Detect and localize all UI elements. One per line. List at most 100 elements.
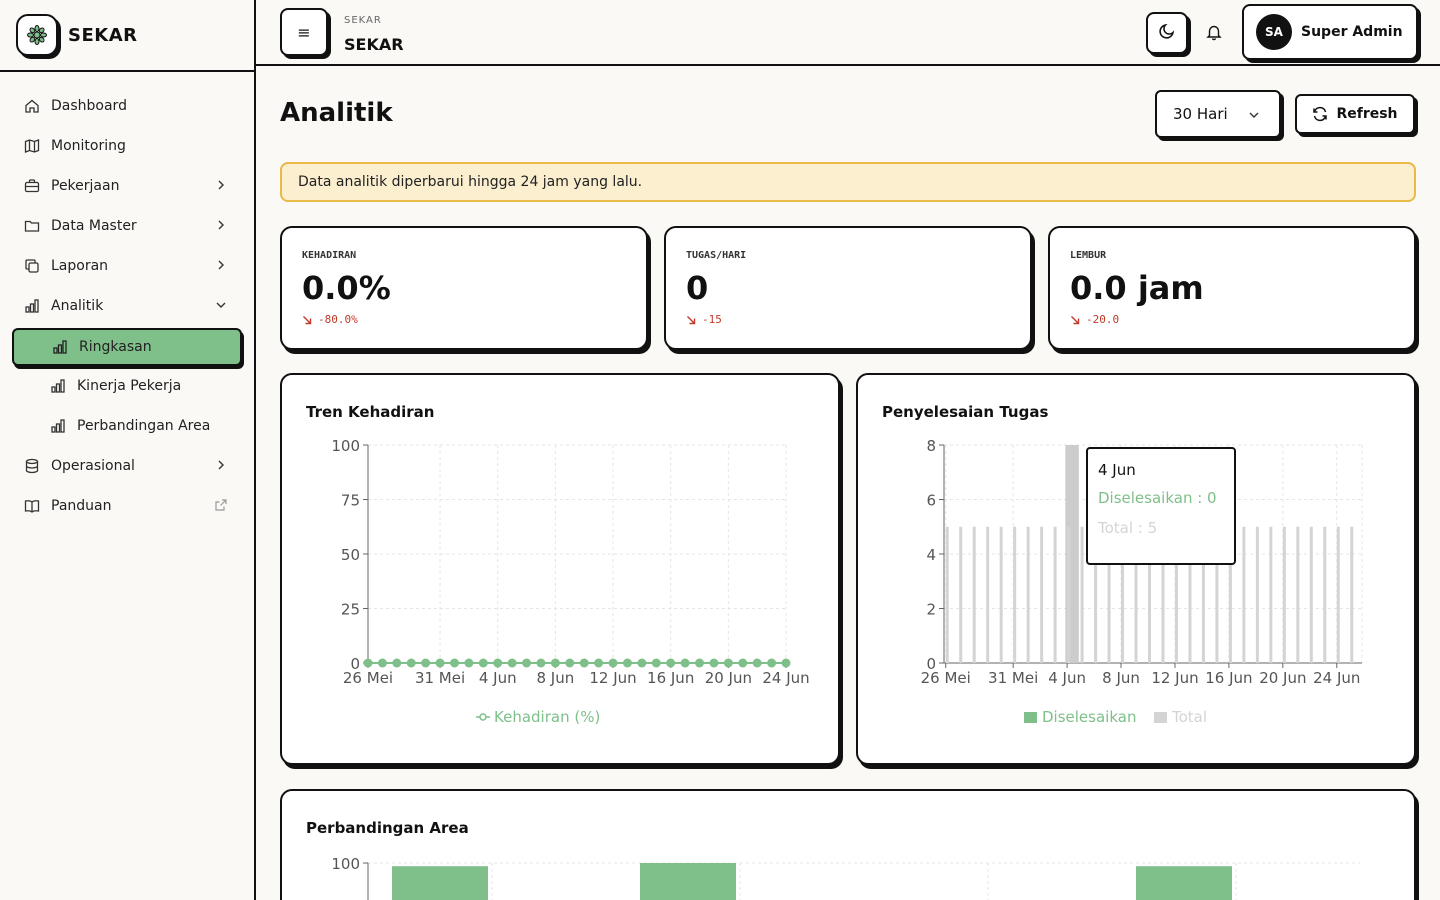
legend-label: Kehadiran (%) [494,708,600,726]
refresh-label: Refresh [1336,106,1398,122]
bar-total [1215,526,1219,663]
bar [1136,866,1232,900]
bar-total [999,526,1003,663]
brand-name: SEKAR [68,24,138,46]
arrow-down-right-icon [686,315,696,325]
data-point [695,658,705,668]
chart-tooltip: 4 Jun Diselesaikan : 0 Total : 5 [1086,447,1236,565]
sidebar-item-label: Dashboard [51,98,127,114]
line-chart: 0 25 50 75 100 26 Mei 31 Mei 4 Jun 8 Jun 12 Jun 16… [331,437,809,726]
chart-title: Penyelesaian Tugas [882,403,1049,421]
bell-icon [1205,23,1223,45]
home-icon [24,98,40,114]
date-range-select[interactable]: 30 Hari [1155,90,1281,138]
legend-marker [1154,712,1167,723]
briefcase-icon [24,178,40,194]
header-title: SEKAR [344,35,404,54]
sidebar-subitem-perbandingan-area[interactable]: Perbandingan Area [0,406,254,446]
x-tick-label: 8 Jun [537,669,575,687]
bar-total [1242,526,1246,663]
x-tick-label: 31 Mei [988,669,1038,687]
menu-toggle-button[interactable]: ≡ [280,8,328,56]
bar-total [1323,526,1327,663]
stat-value: 0.0% [302,269,391,307]
brand-logo-icon [16,14,58,56]
stat-card-lembur: LEMBUR 0.0 jam -20.0 [1048,226,1416,350]
sidebar-item-analitik[interactable]: Analitik [0,286,254,326]
bar-total [1188,526,1192,663]
bar-chart-icon [52,339,68,355]
legend-marker-dot [479,713,487,721]
data-point [536,658,546,668]
sidebar-item-operasional[interactable]: Operasional [0,446,254,486]
data-point [493,658,503,668]
data-point [435,658,445,668]
y-tick-label: 0 [350,655,360,673]
sidebar-item-data-master[interactable]: Data Master [0,206,254,246]
bar-total [1269,526,1273,663]
data-point [651,658,661,668]
x-tick-label: 12 Jun [1151,669,1198,687]
bar-total [1094,526,1098,663]
stat-delta: -80.0% [302,313,626,326]
bar-total [1296,526,1300,663]
bar-total [1228,526,1232,663]
chart-title: Perbandingan Area [306,819,469,837]
y-tick-label: 6 [926,492,936,510]
x-tick-label: 26 Mei [343,669,393,687]
stat-value: 0.0 jam [1070,269,1204,307]
bar-total [1134,526,1138,663]
user-menu-button[interactable]: SA Super Admin [1242,4,1418,60]
x-tick-label: 4 Jun [1048,669,1086,687]
data-point [752,658,762,668]
copy-icon [24,258,40,274]
bar-total [1282,526,1286,663]
brand[interactable]: SEKAR [0,0,254,72]
sidebar-item-pekerjaan[interactable]: Pekerjaan [0,166,254,206]
data-point [666,658,676,668]
chevron-right-icon [214,218,228,232]
data-point [421,658,431,668]
y-tick-label: 4 [926,546,936,564]
sidebar-subitem-label: Ringkasan [79,339,152,355]
sidebar-item-laporan[interactable]: Laporan [0,246,254,286]
bar-total [1336,526,1340,663]
data-point [608,658,618,668]
chart-card-tren-kehadiran: Tren Kehadiran 0 25 50 75 100 26 Mei 31 Mei 4 J… [280,373,840,765]
page-title: Analitik [280,98,393,128]
database-icon [24,458,40,474]
sidebar-item-panduan[interactable]: Panduan [0,486,254,526]
top-header: ≡ SEKAR SEKAR SA Super Admin [256,0,1440,66]
arrow-down-right-icon [302,315,312,325]
moon-icon [1158,22,1176,44]
y-tick-label: 0 [926,655,936,673]
sidebar-subitem-kinerja-pekerja[interactable]: Kinerja Pekerja [0,366,254,406]
data-point [406,658,416,668]
external-link-icon [214,498,228,512]
data-point [680,658,690,668]
bar-chart: 0 2 4 6 8 26 Mei 31 Mei 4 Jun 8 Jun 12 Jun 16 Jun 2… [921,437,1363,726]
data-point [594,658,604,668]
sidebar-item-label: Pekerjaan [51,178,120,194]
sidebar-item-dashboard[interactable]: Dashboard [0,86,254,126]
sidebar-subitem-ringkasan[interactable]: Ringkasan [12,328,242,366]
bar-chart-icon [24,298,40,314]
stat-delta: -15 [686,313,1010,326]
chart-card-perbandingan-area: Perbandingan Area 100 [280,789,1416,900]
refresh-icon [1312,106,1328,122]
chevron-right-icon [214,258,228,272]
data-point [507,658,517,668]
data-point [622,658,632,668]
refresh-button[interactable]: Refresh [1295,94,1415,134]
x-tick-label: 20 Jun [1259,669,1306,687]
sidebar-item-monitoring[interactable]: Monitoring [0,126,254,166]
bar-total [1067,526,1071,663]
theme-toggle-button[interactable] [1146,12,1188,54]
y-tick-label: 100 [331,855,360,873]
chart-title: Tren Kehadiran [306,403,435,421]
x-tick-label: 26 Mei [921,669,971,687]
notifications-button[interactable] [1200,20,1228,48]
area-bar-chart: 100 [331,855,1360,900]
x-tick-label: 8 Jun [1102,669,1140,687]
y-tick-label: 2 [926,601,936,619]
